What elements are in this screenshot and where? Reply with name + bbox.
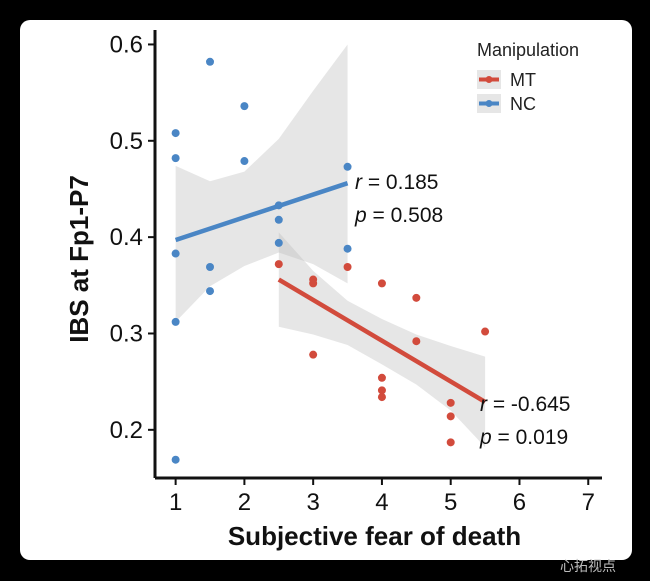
x-tick-label: 1 [169, 489, 182, 516]
x-tick-label: 6 [513, 489, 526, 516]
data-point-nc [171, 455, 180, 464]
data-point-nc [171, 154, 180, 163]
x-tick-label: 2 [238, 489, 251, 516]
legend-title: Manipulation [477, 40, 579, 60]
y-tick-label: 0.2 [110, 417, 143, 444]
y-tick-label: 0.5 [110, 128, 143, 155]
data-point-mt [446, 412, 455, 421]
data-point-mt [309, 279, 318, 288]
confidence-band-nc [175, 44, 348, 322]
data-point-nc [206, 263, 215, 272]
scatter-plot: 1 2 3 4 5 6 7 0.2 0.3 0.4 0.5 0.6 Subjective fear … [64, 30, 602, 551]
data-point-nc [206, 287, 215, 296]
data-point-mt [446, 438, 455, 447]
chart-panel: 1 2 3 4 5 6 7 0.2 0.3 0.4 0.5 0.6 Subjective fear … [20, 20, 632, 575]
data-point-nc [240, 157, 249, 166]
y-tick-label: 0.6 [110, 31, 143, 58]
fit-line-mt [277, 277, 487, 404]
data-point-mt [309, 350, 318, 359]
p-value-mt: p = 0.019 [479, 426, 568, 449]
data-point-nc [274, 238, 283, 247]
legend-label-mt: MT [510, 70, 536, 90]
data-point-mt [274, 260, 283, 269]
r-value-mt: r = -0.645 [480, 393, 570, 416]
legend: Manipulation MT NC [477, 40, 579, 114]
data-point-mt [412, 293, 421, 302]
stat-annotations: r = -0.645 p = 0.019 r = 0.185 p = 0.508 [354, 171, 570, 449]
data-point-nc [171, 129, 180, 138]
data-point-mt [412, 337, 421, 346]
data-point-nc [171, 249, 180, 258]
data-point-nc [274, 215, 283, 224]
y-tick-label: 0.3 [110, 320, 143, 347]
confidence-bands [175, 44, 486, 448]
x-tick-label: 3 [306, 489, 319, 516]
y-axis-title: IBS at Fp1-P7 [64, 175, 94, 343]
legend-label-nc: NC [510, 94, 536, 114]
x-tick-label: 5 [444, 489, 457, 516]
data-point-mt [377, 279, 386, 288]
x-tick-label: 4 [375, 489, 388, 516]
data-point-mt [481, 327, 490, 336]
data-point-mt [377, 393, 386, 402]
data-point-mt [343, 263, 352, 272]
data-point-nc [240, 102, 249, 111]
data-point-mt [377, 386, 386, 395]
axes [153, 30, 602, 480]
data-point-nc [171, 317, 180, 326]
data-points [171, 57, 490, 464]
fit-line-nc [174, 181, 349, 243]
data-point-nc [274, 201, 283, 210]
data-point-nc [206, 57, 215, 66]
data-point-nc [343, 244, 352, 253]
x-tick-label: 7 [582, 489, 595, 516]
legend-marker-mt [485, 76, 493, 83]
watermark-text: 心拓视点 [560, 559, 616, 575]
y-ticks: 0.2 0.3 0.4 0.5 0.6 [110, 31, 155, 444]
fit-lines [174, 181, 487, 404]
y-tick-label: 0.4 [110, 224, 143, 251]
data-point-nc [343, 162, 352, 171]
x-axis-title: Subjective fear of death [228, 521, 521, 551]
x-ticks: 1 2 3 4 5 6 7 [169, 478, 595, 516]
r-value-nc: r = 0.185 [355, 171, 438, 194]
legend-marker-nc [485, 100, 493, 107]
data-point-mt [377, 373, 386, 382]
data-point-mt [446, 398, 455, 407]
p-value-nc: p = 0.508 [354, 204, 443, 227]
